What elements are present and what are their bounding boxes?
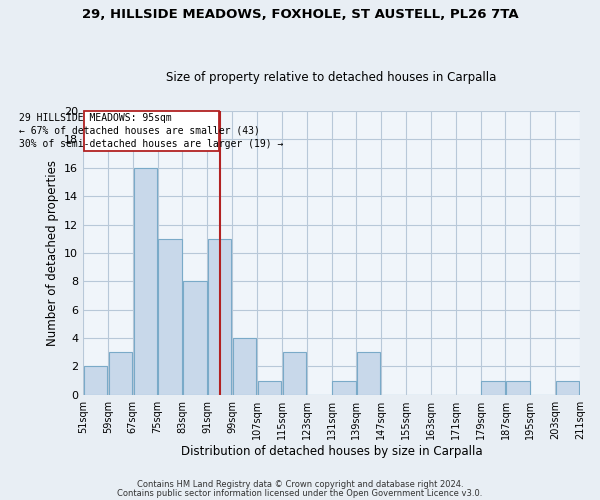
Text: Contains public sector information licensed under the Open Government Licence v3: Contains public sector information licen… (118, 488, 482, 498)
Bar (332, 380, 356, 394)
X-axis label: Distribution of detached houses by size in Carpalla: Distribution of detached houses by size … (181, 444, 482, 458)
Bar (183, 281, 206, 394)
Bar (357, 352, 380, 395)
Title: Size of property relative to detached houses in Carpalla: Size of property relative to detached ho… (166, 70, 497, 84)
Bar (158, 238, 182, 394)
Bar (506, 380, 530, 394)
Bar (233, 338, 256, 394)
Bar (84, 366, 107, 394)
Text: Contains HM Land Registry data © Crown copyright and database right 2024.: Contains HM Land Registry data © Crown c… (137, 480, 463, 489)
Bar (258, 380, 281, 394)
Text: 29 HILLSIDE MEADOWS: 95sqm
← 67% of detached houses are smaller (43)
30% of semi: 29 HILLSIDE MEADOWS: 95sqm ← 67% of deta… (19, 112, 284, 149)
Y-axis label: Number of detached properties: Number of detached properties (46, 160, 59, 346)
Bar (134, 168, 157, 394)
Bar (556, 380, 579, 394)
Bar (481, 380, 505, 394)
Bar (109, 352, 132, 395)
Bar (283, 352, 306, 395)
FancyBboxPatch shape (84, 111, 219, 151)
Bar (208, 238, 232, 394)
Text: 29, HILLSIDE MEADOWS, FOXHOLE, ST AUSTELL, PL26 7TA: 29, HILLSIDE MEADOWS, FOXHOLE, ST AUSTEL… (82, 8, 518, 20)
